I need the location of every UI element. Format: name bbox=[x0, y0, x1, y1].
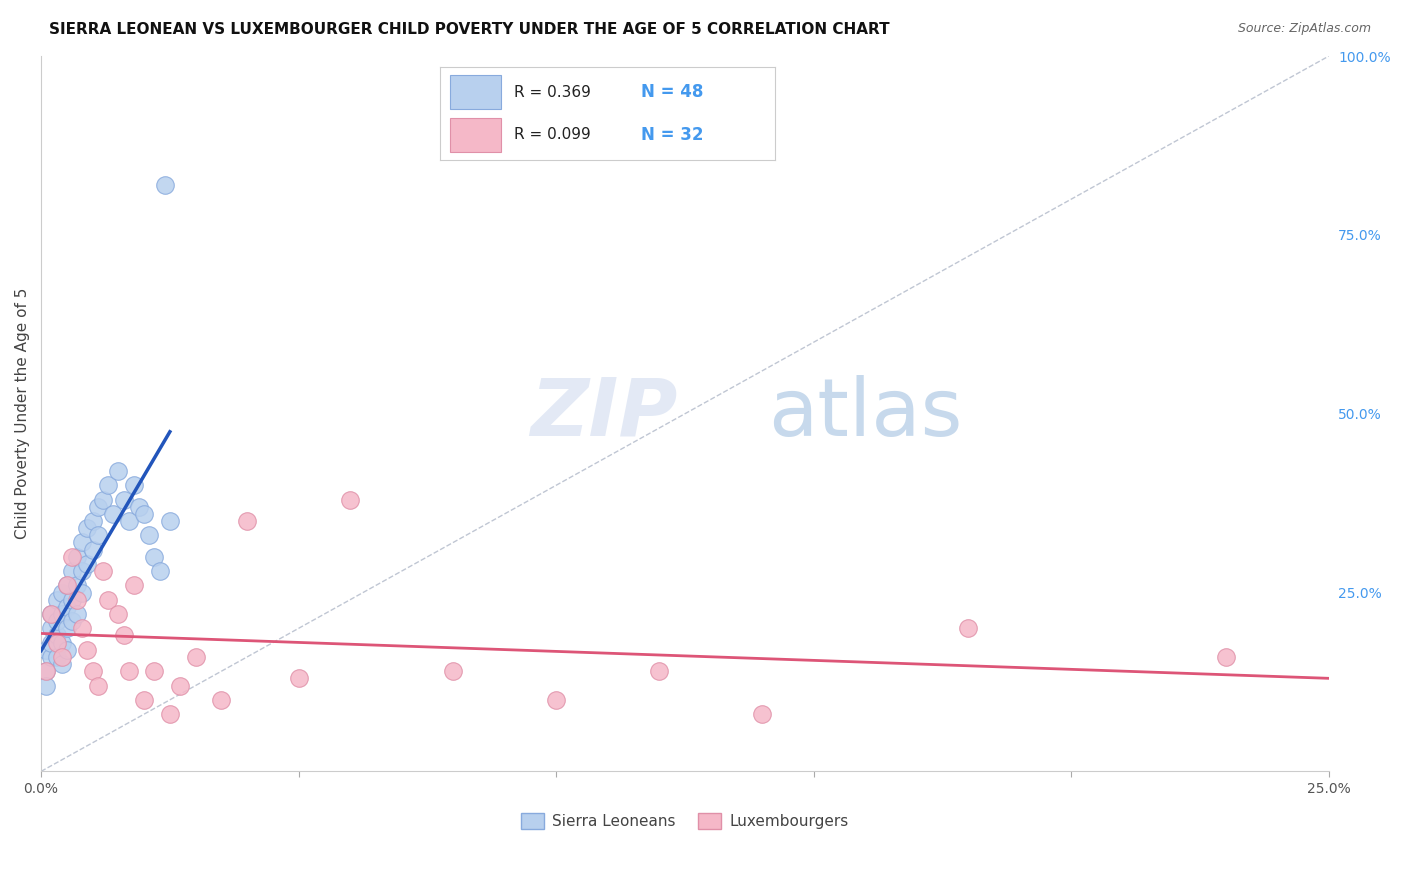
Text: Source: ZipAtlas.com: Source: ZipAtlas.com bbox=[1237, 22, 1371, 36]
Point bbox=[56, 578, 79, 592]
Point bbox=[60, 614, 83, 628]
Point bbox=[132, 507, 155, 521]
Point bbox=[957, 621, 980, 635]
Point bbox=[118, 665, 141, 679]
Point bbox=[287, 672, 309, 686]
Point bbox=[51, 657, 73, 671]
Point bbox=[60, 592, 83, 607]
Point bbox=[72, 585, 94, 599]
Point bbox=[51, 635, 73, 649]
Point bbox=[45, 592, 67, 607]
Point bbox=[45, 649, 67, 664]
Point bbox=[35, 642, 58, 657]
Point bbox=[72, 564, 94, 578]
Point bbox=[209, 693, 232, 707]
Point bbox=[51, 649, 73, 664]
Point bbox=[122, 578, 145, 592]
Point bbox=[91, 564, 114, 578]
Point bbox=[184, 649, 207, 664]
Point bbox=[35, 665, 58, 679]
Point bbox=[91, 492, 114, 507]
Text: atlas: atlas bbox=[769, 375, 963, 453]
Point bbox=[751, 707, 773, 722]
Point bbox=[1215, 649, 1237, 664]
Point bbox=[103, 507, 125, 521]
Point bbox=[72, 621, 94, 635]
Point bbox=[148, 564, 170, 578]
Point bbox=[35, 679, 58, 693]
Point bbox=[41, 607, 63, 621]
Point bbox=[41, 621, 63, 635]
Legend: Sierra Leoneans, Luxembourgers: Sierra Leoneans, Luxembourgers bbox=[516, 807, 855, 835]
Point bbox=[159, 514, 181, 528]
Point bbox=[648, 665, 671, 679]
Point bbox=[87, 500, 110, 514]
Text: SIERRA LEONEAN VS LUXEMBOURGER CHILD POVERTY UNDER THE AGE OF 5 CORRELATION CHAR: SIERRA LEONEAN VS LUXEMBOURGER CHILD POV… bbox=[49, 22, 890, 37]
Point bbox=[66, 578, 89, 592]
Point bbox=[56, 578, 79, 592]
Point bbox=[107, 464, 129, 478]
Point bbox=[56, 599, 79, 614]
Point bbox=[45, 628, 67, 642]
Point bbox=[112, 628, 135, 642]
Point bbox=[66, 592, 89, 607]
Point bbox=[122, 478, 145, 492]
Point bbox=[41, 649, 63, 664]
Point bbox=[112, 492, 135, 507]
Point bbox=[56, 642, 79, 657]
Point bbox=[66, 549, 89, 564]
Point bbox=[56, 621, 79, 635]
Point bbox=[51, 607, 73, 621]
Point bbox=[76, 642, 98, 657]
Point bbox=[72, 535, 94, 549]
Point bbox=[82, 542, 104, 557]
Point bbox=[51, 585, 73, 599]
Y-axis label: Child Poverty Under the Age of 5: Child Poverty Under the Age of 5 bbox=[15, 288, 30, 540]
Point bbox=[441, 665, 464, 679]
Point bbox=[76, 557, 98, 571]
Point bbox=[35, 665, 58, 679]
Point bbox=[546, 693, 568, 707]
Point bbox=[159, 707, 181, 722]
Point bbox=[41, 635, 63, 649]
Point bbox=[82, 665, 104, 679]
Point bbox=[60, 549, 83, 564]
Point bbox=[97, 478, 120, 492]
Point bbox=[143, 549, 166, 564]
Point bbox=[169, 679, 191, 693]
Point bbox=[66, 607, 89, 621]
Text: ZIP: ZIP bbox=[530, 375, 678, 453]
Point bbox=[138, 528, 160, 542]
Point bbox=[76, 521, 98, 535]
Point bbox=[82, 514, 104, 528]
Point bbox=[143, 665, 166, 679]
Point bbox=[153, 178, 176, 192]
Point bbox=[118, 514, 141, 528]
Point bbox=[60, 564, 83, 578]
Point bbox=[132, 693, 155, 707]
Point bbox=[87, 679, 110, 693]
Point bbox=[45, 614, 67, 628]
Point bbox=[107, 607, 129, 621]
Point bbox=[339, 492, 361, 507]
Point bbox=[45, 635, 67, 649]
Point bbox=[236, 514, 259, 528]
Point bbox=[97, 592, 120, 607]
Point bbox=[41, 607, 63, 621]
Point bbox=[128, 500, 150, 514]
Point bbox=[87, 528, 110, 542]
